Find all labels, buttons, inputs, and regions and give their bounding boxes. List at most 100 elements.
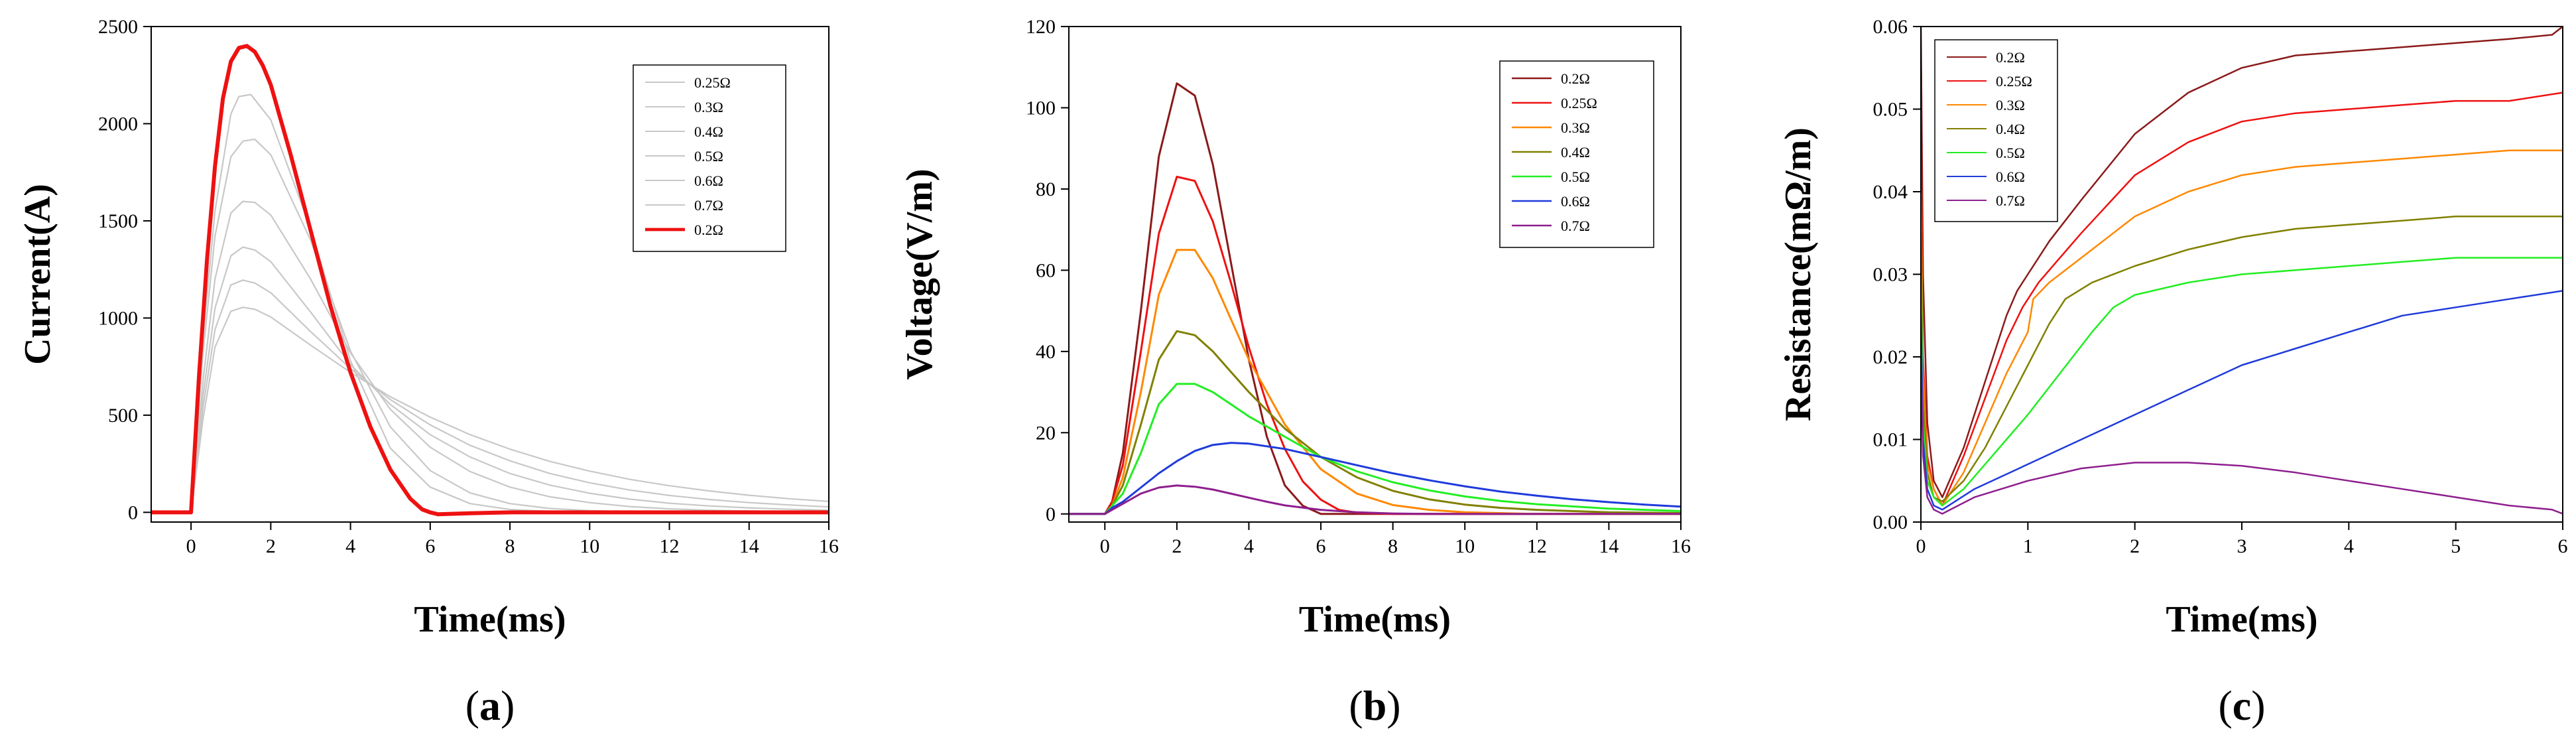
plot-frame	[1068, 26, 1682, 523]
legend-label: 0.25Ω	[1561, 95, 1597, 111]
legend-label: 0.6Ω	[694, 172, 723, 189]
legend-label: 0.4Ω	[1996, 121, 2025, 137]
x-tick-label: 4	[1244, 535, 1254, 557]
x-tick-label: 10	[580, 535, 599, 557]
series-line-0.5Ω	[151, 246, 829, 513]
y-tick-label: 500	[108, 405, 138, 427]
legend-label: 0.25Ω	[694, 74, 731, 91]
legend-label: 0.2Ω	[694, 222, 723, 238]
y-axis-title: Current(A)	[17, 184, 58, 365]
series-group	[151, 44, 829, 517]
x-tick-label: 8	[1388, 535, 1398, 557]
series-line-0.2Ω	[1921, 27, 2563, 498]
y-tick-label: 60	[1036, 259, 1056, 281]
y-tick-label: 120	[1026, 16, 1056, 38]
y-tick-label: 0.05	[1873, 99, 1908, 121]
series-line-0.2Ω	[1069, 82, 1681, 515]
legend-box	[1499, 60, 1654, 248]
y-axis-title: Voltage(V/m)	[899, 168, 940, 379]
series-line-0.4Ω	[1921, 216, 2563, 503]
y-tick-label: 0.06	[1873, 16, 1908, 38]
series-line-0.7Ω	[151, 306, 829, 513]
x-axis-title: Time(ms)	[2166, 599, 2317, 640]
x-tick-label: 14	[739, 535, 759, 557]
y-tick-label: 1500	[98, 210, 138, 232]
series-line-0.6Ω	[1921, 290, 2563, 511]
legend-label: 0.7Ω	[694, 197, 723, 214]
x-tick-label: 0	[1916, 535, 1926, 557]
series-line-0.6Ω	[1069, 442, 1681, 515]
legend-label: 0.3Ω	[1561, 119, 1590, 136]
legend-label: 0.6Ω	[1561, 193, 1590, 210]
x-tick-label: 5	[2451, 535, 2461, 557]
series-line-0.3Ω	[1921, 149, 2563, 507]
x-tick-label: 6	[425, 535, 435, 557]
series-line-0.6Ω	[151, 279, 829, 513]
series-line-0.4Ω	[1069, 330, 1681, 515]
y-tick-label: 2000	[98, 113, 138, 135]
y-axis-title: Resistance(mΩ/m)	[1778, 127, 1819, 421]
legend-label: 0.3Ω	[694, 99, 723, 115]
legend-label: 0.3Ω	[1996, 97, 2025, 113]
panel-b-voltage: 0 2 4 6 8 10 12 14 16 0 20 40 60 80 100 120 Time(ms) Volt…	[899, 16, 1691, 729]
series-group	[1921, 27, 2563, 515]
x-tick-label: 16	[819, 535, 839, 557]
y-tick-label: 0.00	[1873, 511, 1908, 533]
series-line-0.4Ω	[151, 200, 829, 513]
y-tick-label: 80	[1036, 178, 1056, 200]
x-tick-label: 4	[345, 535, 355, 557]
x-tick-label: 6	[1316, 535, 1326, 557]
y-tick-label: 20	[1036, 422, 1056, 444]
legend-label: 0.4Ω	[1561, 144, 1590, 161]
y-tick-label: 40	[1036, 341, 1056, 363]
series-line-0.2Ω	[151, 44, 829, 517]
legend-label: 0.2Ω	[1996, 49, 2025, 66]
x-tick-label: 6	[2558, 535, 2568, 557]
plot-frame	[151, 26, 829, 523]
series-line-0.7Ω	[1069, 484, 1681, 515]
legend: 0.2Ω 0.25Ω 0.3Ω 0.4Ω 0.5Ω 0.6Ω 0.7Ω	[1934, 39, 2058, 222]
x-tick-label: 12	[1527, 535, 1547, 557]
y-tick-label: 0	[1046, 503, 1056, 525]
x-tick-label: 4	[2344, 535, 2354, 557]
x-tick-label: 2	[266, 535, 276, 557]
x-tick-label: 12	[660, 535, 680, 557]
panel-label: (a)	[465, 682, 515, 729]
x-tick-label: 2	[2130, 535, 2140, 557]
panel-a-current: 0 2 4 6 8 10 12 14 16 0 500 1000 1500 2000 2500 Time(ms…	[17, 16, 839, 729]
y-tick-label: 0.02	[1873, 346, 1908, 368]
legend-label: 0.2Ω	[1561, 70, 1590, 87]
x-tick-label: 10	[1455, 535, 1475, 557]
legend-label: 0.25Ω	[1996, 73, 2032, 90]
y-tick-label: 1000	[98, 307, 138, 329]
series-line-0.3Ω	[1069, 249, 1681, 515]
legend-box	[633, 64, 786, 252]
panel-label: (b)	[1349, 682, 1400, 729]
legend-label: 0.7Ω	[1996, 192, 2025, 209]
legend-label: 0.7Ω	[1561, 218, 1590, 234]
legend-label: 0.5Ω	[1996, 145, 2025, 161]
legend-label: 0.5Ω	[694, 148, 723, 165]
x-tick-label: 0	[186, 535, 196, 557]
y-tick-label: 0.01	[1873, 429, 1908, 451]
panel-label: (c)	[2218, 682, 2265, 729]
x-tick-label: 3	[2237, 535, 2247, 557]
x-axis-title: Time(ms)	[1299, 599, 1451, 640]
x-tick-label: 14	[1599, 535, 1619, 557]
x-tick-label: 0	[1100, 535, 1110, 557]
y-tick-label: 0.04	[1873, 181, 1908, 203]
series-line-0.5Ω	[1921, 257, 2563, 507]
legend-label: 0.6Ω	[1996, 168, 2025, 185]
legend-label: 0.5Ω	[1561, 168, 1590, 185]
legend: 0.2Ω 0.25Ω 0.3Ω 0.4Ω 0.5Ω 0.6Ω 0.7Ω	[1499, 60, 1654, 248]
y-tick-label: 2500	[98, 16, 138, 38]
legend: 0.25Ω 0.3Ω 0.4Ω 0.5Ω 0.6Ω 0.7Ω 0.2Ω	[633, 64, 786, 252]
panel-c-resistance: 0 1 2 3 4 5 6 0.00 0.01 0.02 0.03 0.04 0.05 0.06 Time(…	[1778, 16, 2568, 729]
series-group	[1069, 82, 1681, 515]
y-tick-label: 0	[128, 501, 138, 523]
y-tick-label: 0.03	[1873, 264, 1908, 286]
x-axis-title: Time(ms)	[414, 599, 566, 640]
x-tick-label: 2	[1172, 535, 1182, 557]
series-line-0.7Ω	[1921, 356, 2563, 515]
